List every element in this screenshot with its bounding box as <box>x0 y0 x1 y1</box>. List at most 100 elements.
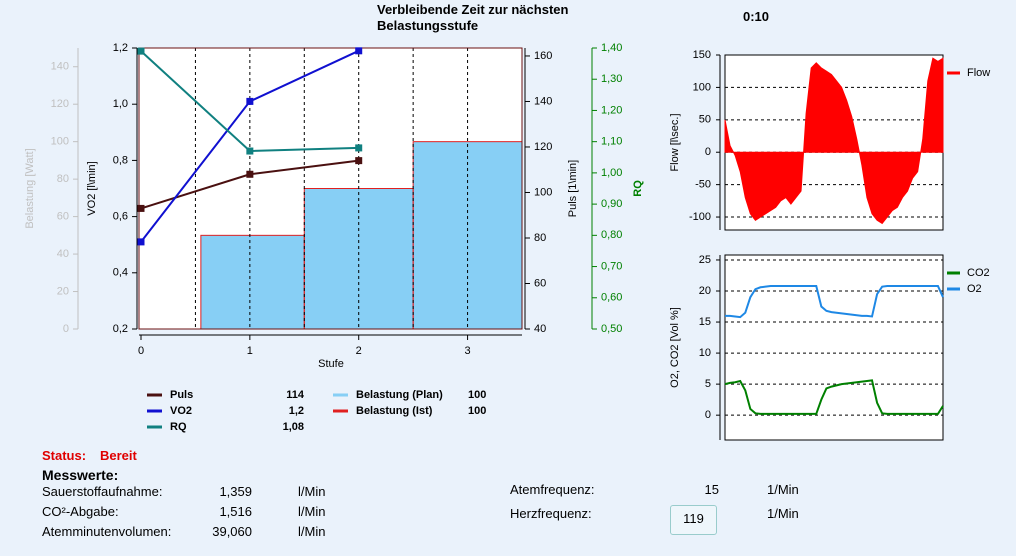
y-axis-label: Puls [1\min] <box>567 160 579 217</box>
y-tick-label: 160 <box>534 50 552 62</box>
y-tick-label: 1,0 <box>113 98 128 110</box>
measurement-unit: l/Min <box>298 524 326 539</box>
y-axis-label: O2, CO2 [Vol %] <box>669 307 681 388</box>
y-tick-label: -100 <box>689 211 711 223</box>
y-tick-label: 100 <box>534 186 552 198</box>
y-tick-label: 0 <box>705 409 711 421</box>
status-value: Bereit <box>100 448 137 463</box>
y-tick-label: 0 <box>705 146 711 158</box>
series-line <box>724 379 944 415</box>
area <box>724 57 944 225</box>
y-tick-label: 1,10 <box>601 136 622 148</box>
point-marker <box>246 147 254 155</box>
measurement-value: 1,516 <box>219 504 252 519</box>
y-axis-label: RQ <box>632 180 644 197</box>
y-tick-label: 60 <box>534 277 546 289</box>
point-marker <box>137 238 145 246</box>
y-tick-label: 0,50 <box>601 323 622 335</box>
y-tick-label: 40 <box>534 323 546 335</box>
measurement-unit: l/Min <box>298 484 326 499</box>
legend-label: Belastung (Ist) <box>356 405 433 417</box>
x-tick-label: 1 <box>247 345 253 357</box>
point-marker <box>246 170 254 178</box>
x-axis-label: Stufe <box>318 358 344 370</box>
breathing-unit: 1/Min <box>767 506 799 521</box>
y-tick-label: 15 <box>699 316 711 328</box>
y-tick-label: 0,4 <box>113 267 128 279</box>
y-tick-label: 100 <box>51 136 69 148</box>
y-tick-label: 0,60 <box>601 292 622 304</box>
y-axis-label: VO2 [l\min] <box>86 161 98 215</box>
y-tick-label: 1,40 <box>601 42 622 54</box>
y-tick-label: 20 <box>57 285 69 297</box>
y-tick-label: 0,70 <box>601 260 622 272</box>
y-tick-label: 140 <box>534 95 552 107</box>
legend-value: 1,08 <box>283 421 304 433</box>
breathing-value: 15 <box>704 482 719 497</box>
y-tick-label: 20 <box>699 285 711 297</box>
breathing-unit: 1/Min <box>767 482 799 497</box>
x-tick-label: 3 <box>465 345 471 357</box>
series-line <box>725 285 944 319</box>
y-tick-label: 1,20 <box>601 104 622 116</box>
legend-label: VO2 <box>170 405 192 417</box>
legend-label: Flow <box>967 67 990 79</box>
y-tick-label: 0,2 <box>113 323 128 335</box>
y-tick-label: 80 <box>534 232 546 244</box>
load-step <box>200 235 305 329</box>
measurement-label: CO²-Abgabe: <box>42 504 119 519</box>
point-marker <box>355 47 363 55</box>
x-tick-label: 2 <box>356 345 362 357</box>
legend-label: Belastung (Plan) <box>356 389 443 401</box>
y-tick-label: 80 <box>57 173 69 185</box>
y-tick-label: 140 <box>51 61 69 73</box>
y-tick-label: 40 <box>57 248 69 260</box>
x-tick-label: 0 <box>138 345 144 357</box>
legend-label: O2 <box>967 283 982 295</box>
measurement-unit: l/Min <box>298 504 326 519</box>
point-marker <box>355 157 363 165</box>
legend-value: 1,2 <box>289 405 304 417</box>
y-tick-label: 10 <box>699 347 711 359</box>
measurement-label: Sauerstoffaufnahme: <box>42 484 163 499</box>
remaining-time: 0:10 <box>743 9 770 24</box>
point-marker <box>246 97 254 105</box>
breathing-value: 119 <box>683 511 704 526</box>
y-tick-label: 0,8 <box>113 154 128 166</box>
y-tick-label: -50 <box>695 179 711 191</box>
measurement-label: Atemminutenvolumen: <box>42 524 172 539</box>
y-tick-label: 0,90 <box>601 198 622 210</box>
y-tick-label: 0,80 <box>601 229 622 241</box>
measurement-value: 39,060 <box>212 524 252 539</box>
y-tick-label: 100 <box>693 81 711 93</box>
y-tick-label: 150 <box>693 49 711 61</box>
y-tick-label: 1,00 <box>601 167 622 179</box>
y-tick-label: 50 <box>699 114 711 126</box>
plot-area <box>724 254 944 441</box>
legend-value: 100 <box>468 405 486 417</box>
y-tick-label: 1,30 <box>601 73 622 85</box>
breathing-label: Atemfrequenz: <box>510 482 595 497</box>
y-tick-label: 60 <box>57 211 69 223</box>
point-marker <box>137 204 145 212</box>
breathing-label: Herzfrequenz: <box>510 506 592 521</box>
y-tick-label: 0,6 <box>113 211 128 223</box>
legend-value: 114 <box>286 389 305 401</box>
legend-value: 100 <box>468 389 486 401</box>
plot-frame <box>138 47 523 330</box>
y-tick-label: 120 <box>534 141 552 153</box>
y-tick-label: 0 <box>63 323 69 335</box>
legend-label: RQ <box>170 421 187 433</box>
value-box <box>670 505 717 535</box>
y-axis-label: Belastung [Watt] <box>24 148 36 228</box>
point-marker <box>137 47 145 55</box>
remaining-label: Verbleibende Zeit zur nächsten Belastung… <box>377 2 569 33</box>
y-tick-label: 1,2 <box>113 42 128 54</box>
legend-label: Puls <box>170 389 193 401</box>
y-tick-label: 120 <box>51 98 69 110</box>
y-tick-label: 5 <box>705 378 711 390</box>
measurements-title: Messwerte: <box>42 467 119 483</box>
legend-label: CO2 <box>967 267 990 279</box>
